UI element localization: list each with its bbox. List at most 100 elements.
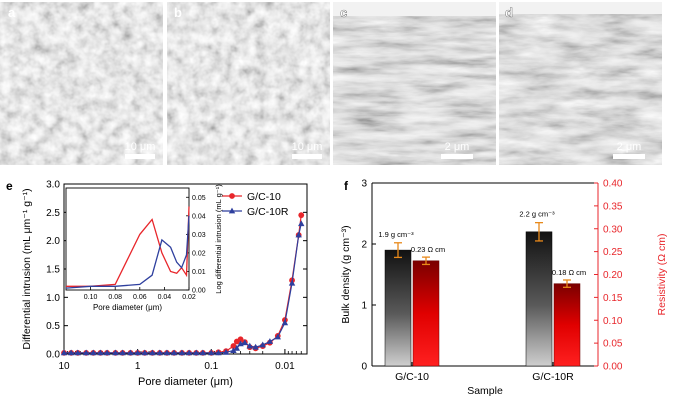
data-point-G/C-10R [127, 349, 134, 356]
right-y-tick-label: 0.40 [603, 179, 623, 190]
data-point-G/C-10R [199, 349, 207, 356]
data-point-G/C-10R [112, 349, 119, 356]
data-point-G/C-10R [163, 349, 171, 356]
inset-y-tick-label: 0.05 [192, 195, 206, 202]
panel-letter-d: d [505, 5, 513, 20]
inset-y-axis-label: Log differential intrusion (mL g⁻¹) [214, 184, 223, 294]
inset-x-tick-label: 0.02 [182, 294, 196, 301]
data-point-G/C-10R [233, 344, 241, 351]
inset-y-tick-label: 0.00 [192, 288, 206, 295]
data-point-G/C-10R [298, 220, 305, 227]
inset-series-line-G/C-10 [66, 206, 190, 287]
panel-letter-c: c [340, 5, 347, 20]
data-point-G/C-10 [298, 212, 305, 219]
inset-y-tick-label: 0.02 [192, 250, 206, 257]
right-y-tick-label: 0.30 [603, 224, 623, 235]
chart-e-inset: 0.00 0.01 0.02 0.03 0.04 0.05 0.10 0.08 0.06 0.04… [65, 184, 223, 312]
data-point-G/C-10R [67, 349, 75, 356]
x-tick-label: 10 [58, 361, 70, 372]
data-point-G/C-10R [82, 349, 90, 356]
y-tick-label: 0.5 [46, 321, 60, 332]
data-point-G/C-10R [193, 349, 200, 356]
data-point-G/C-10R [103, 349, 111, 356]
inset-x-tick-label: 0.10 [84, 294, 98, 301]
chart-e-main: 0.0 0.5 1.0 1.5 2.0 2.5 3.0 10 1 0.1 0.01 Pore diam… [21, 180, 308, 388]
data-point-G/C-10R [230, 347, 237, 353]
sem-panel-c: c 2 μm [333, 2, 496, 165]
scale-bar-b [292, 154, 322, 159]
right-y-tick-label: 0.35 [603, 201, 623, 212]
data-point-G/C-10R [281, 319, 289, 326]
data-point-G/C-10 [237, 336, 244, 343]
inset-y-tick-label: 0.03 [192, 232, 206, 239]
data-point-G/C-10R [222, 348, 230, 355]
legend-marker-G/C-10 [229, 193, 235, 199]
x-tick-label: 1 [135, 361, 141, 372]
bar-resistivity [553, 283, 581, 367]
left-y-tick-label: 0 [361, 362, 367, 373]
scale-bar-a [125, 154, 155, 159]
scale-label-c: 2 μm [445, 141, 470, 153]
data-point-G/C-10R [215, 349, 222, 356]
data-label-resistivity: 0.18 Ω cm [552, 268, 586, 277]
data-point-G/C-10R [156, 349, 164, 356]
left-y-tick-label: 1 [361, 301, 367, 312]
sem-panel-b: b 10 μm [167, 2, 330, 165]
data-point-G/C-10R [274, 333, 281, 340]
legend-marker-G/C-10R [228, 207, 236, 214]
y-tick-label: 2.0 [46, 236, 60, 247]
data-point-G/C-10R [288, 279, 296, 286]
data-point-G/C-10R [170, 349, 178, 356]
inset-x-tick-label: 0.08 [108, 294, 122, 301]
left-axis-label: Bulk density (g cm⁻³) [340, 225, 352, 323]
x-axis-label: Pore diameter (μm) [138, 376, 233, 388]
panel-letter-a: a [8, 5, 16, 20]
data-point-G/C-10R [134, 349, 141, 356]
category-label: G/C-10 [395, 371, 429, 383]
right-axis-label: Resistivity (Ω cm) [656, 234, 668, 316]
y-tick-label: 3.0 [46, 180, 60, 191]
left-y-tick-label: 3 [361, 179, 367, 190]
left-y-tick-label: 2 [361, 240, 367, 251]
data-point-G/C-10R [97, 349, 104, 356]
inset-y-tick-label: 0.04 [192, 213, 206, 220]
right-y-tick-label: 0.15 [603, 293, 623, 304]
data-point-G/C-10R [141, 349, 148, 356]
data-point-G/C-10R [74, 349, 81, 356]
y-tick-label: 1.0 [46, 293, 60, 304]
panel-e: e 0.0 0.5 1.0 1.5 2.0 2.5 3.0 10 1 0.1 0.01 Pore di… [6, 179, 308, 388]
inset-frame [65, 187, 190, 291]
scale-label-d: 2 μm [617, 141, 642, 153]
right-y-tick-label: 0.05 [603, 339, 623, 350]
data-point-G/C-10R [149, 349, 156, 356]
y-tick-label: 0.0 [46, 350, 60, 361]
panel-letter-e: e [6, 179, 13, 193]
right-y-tick-label: 0.00 [603, 362, 623, 373]
data-point-G/C-10R [60, 349, 68, 356]
bar-bulk-density [384, 249, 412, 367]
data-point-G/C-10R [178, 349, 186, 356]
x-tick-label: 0.01 [275, 361, 295, 372]
panel-letter-f: f [344, 179, 349, 193]
data-point-G/C-10R [295, 231, 302, 238]
legend-label-G/C-10: G/C-10 [247, 191, 281, 203]
panel-f: f 0 1 2 3 0.00 0.05 0.10 0.15 0.20 0.25 0.30 0.35 0.… [340, 179, 668, 398]
data-point-G/C-10R [259, 341, 266, 348]
sem-panel-a: a 10 μm [0, 2, 163, 165]
legend-label-G/C-10R: G/C-10R [247, 206, 289, 218]
data-point-G/C-10R [185, 349, 193, 356]
bar-resistivity [412, 260, 440, 367]
x-tick-label: 0.1 [204, 361, 218, 372]
inset-x-tick-label: 0.06 [133, 294, 147, 301]
scale-bar-c [441, 154, 473, 159]
right-y-tick-label: 0.10 [603, 316, 623, 327]
scale-label-a: 10 μm [125, 141, 156, 153]
data-point-G/C-10R [246, 342, 253, 349]
data-point-G/C-10R [241, 339, 249, 346]
data-label-bulk-density: 2.2 g cm⁻³ [519, 210, 555, 219]
inset-x-tick-label: 0.04 [158, 294, 172, 301]
x-axis-label: Sample [467, 385, 503, 397]
inset-y-tick-label: 0.01 [192, 269, 206, 276]
data-point-G/C-10R [266, 338, 274, 344]
y-tick-label: 1.5 [46, 265, 60, 276]
